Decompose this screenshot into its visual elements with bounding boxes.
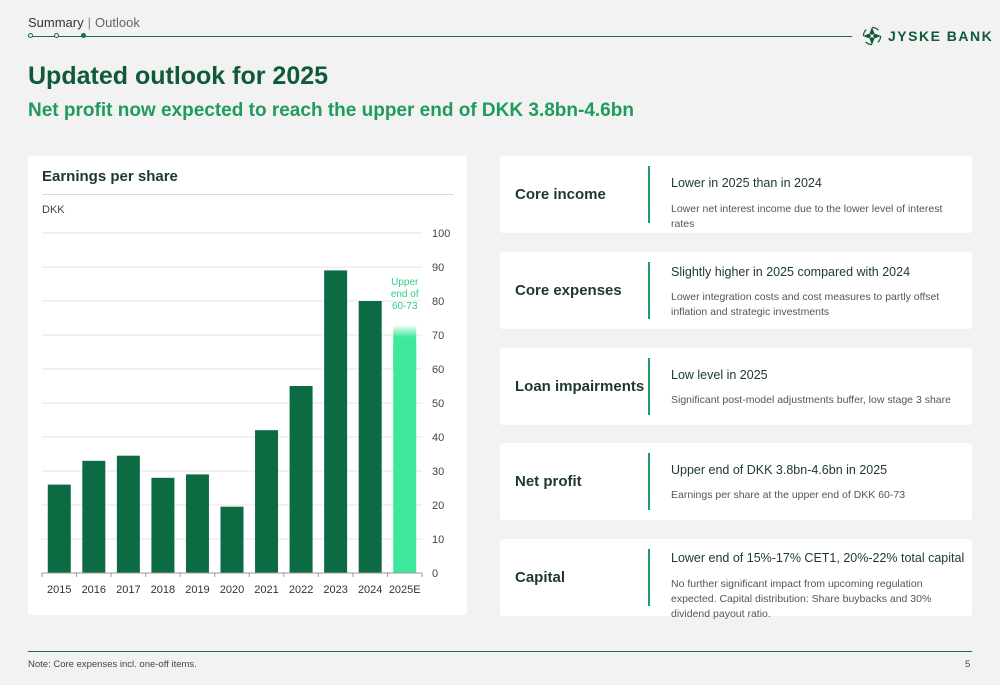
bar-forecast-range (393, 324, 417, 369)
chart-title-rule (42, 194, 454, 195)
outlook-row-divider (648, 453, 650, 510)
bar-2015 (47, 484, 71, 573)
footer-rule (28, 651, 972, 652)
outlook-row-divider (648, 358, 650, 415)
x-tick-label: 2023 (323, 584, 347, 596)
breadcrumb-separator: | (87, 15, 92, 30)
outlook-row-detail: Earnings per share at the upper end of D… (671, 489, 906, 501)
y-tick-label: 0 (432, 568, 438, 580)
header-rule (28, 36, 852, 37)
logo-wordmark: JYSKE BANK (888, 28, 994, 44)
y-tick-label: 10 (432, 534, 444, 546)
x-tick-label: 2024 (358, 584, 382, 596)
y-tick-label: 20 (432, 500, 444, 512)
forecast-annotation: Upper (391, 277, 419, 288)
bar-2024 (358, 301, 382, 573)
x-tick-label: 2020 (220, 584, 244, 596)
eps-chart-card: Earnings per share DKK 0 10 20 30 40 50 60 70 80… (28, 156, 467, 615)
y-tick-label: 60 (432, 364, 444, 376)
forecast-annotation: 60-73 (392, 301, 418, 312)
jyske-bank-logo-icon (862, 26, 882, 46)
footnote: Note: Core expenses incl. one-off items. (28, 659, 197, 670)
page-subtitle: Net profit now expected to reach the upp… (28, 100, 634, 121)
x-tick-label: 2019 (185, 584, 209, 596)
outlook-row-headline: Slightly higher in 2025 compared with 20… (671, 265, 911, 279)
outlook-row: Loan impairments Low level in 2025 Signifi… (500, 348, 972, 425)
outlook-row: Capital Lower end of 15%-17% CET1, 20%-22… (500, 539, 972, 620)
breadcrumb-section[interactable]: Summary (28, 15, 84, 30)
x-tick-label: 2022 (289, 584, 313, 596)
bar-2018 (151, 477, 175, 573)
y-tick-label: 70 (432, 330, 444, 342)
forecast-annotation: end of (391, 289, 419, 300)
outlook-row-divider (648, 549, 650, 606)
x-tick-label: 2025E (389, 584, 421, 596)
outlook-row-label: Net profit (515, 473, 582, 490)
outlook-row-detail: Significant post-model adjustments buffe… (671, 394, 951, 406)
progress-dot (28, 33, 33, 38)
bar-2022 (289, 386, 313, 573)
bar-2020 (220, 506, 244, 573)
outlook-row-detail: Lower net interest income due to the low… (671, 203, 943, 230)
y-tick-label: 40 (432, 432, 444, 444)
x-tick-label: 2015 (47, 584, 71, 596)
outlook-row-divider (648, 262, 650, 319)
y-tick-label: 90 (432, 262, 444, 274)
jyske-bank-logo: JYSKE BANK (862, 26, 993, 46)
bar-2023 (324, 270, 348, 573)
outlook-row-headline: Lower end of 15%-17% CET1, 20%-22% total… (671, 551, 965, 565)
bar-2021 (255, 430, 279, 573)
progress-dot-active (81, 33, 86, 38)
outlook-row: Core expenses Slightly higher in 2025 com… (500, 252, 972, 329)
outlook-row-headline: Upper end of DKK 3.8bn-4.6bn in 2025 (671, 463, 888, 477)
bar-2017 (116, 455, 140, 573)
outlook-row-detail: No further significant impact from upcom… (671, 578, 932, 620)
x-tick-label: 2021 (254, 584, 278, 596)
outlook-row-divider (648, 166, 650, 223)
outlook-row-label: Loan impairments (515, 378, 645, 395)
chart-unit-label: DKK (42, 204, 65, 216)
outlook-row: Net profit Upper end of DKK 3.8bn-4.6bn i… (500, 443, 972, 520)
x-tick-label: 2017 (116, 584, 140, 596)
outlook-row-detail: Lower integration costs and cost measure… (671, 291, 940, 318)
x-tick-label: 2016 (82, 584, 106, 596)
bar-2016 (82, 460, 106, 573)
outlook-row-label: Core expenses (515, 282, 622, 299)
breadcrumb-subsection[interactable]: Outlook (95, 15, 140, 30)
y-tick-label: 100 (432, 228, 450, 240)
page-title: Updated outlook for 2025 (28, 62, 329, 90)
bar-2019 (185, 474, 209, 573)
outlook-row-label: Core income (515, 186, 606, 203)
bar-forecast (393, 345, 417, 573)
eps-bar-chart: 0 10 20 30 40 50 60 70 80 90 100 2015 2016 2017 2018 20… (41, 228, 450, 596)
progress-dot (54, 33, 59, 38)
y-tick-label: 50 (432, 398, 444, 410)
y-tick-label: 30 (432, 466, 444, 478)
x-tick-label: 2018 (151, 584, 175, 596)
outlook-row-label: Capital (515, 569, 566, 586)
outlook-row-headline: Lower in 2025 than in 2024 (671, 176, 822, 190)
breadcrumb: Summary | Outlook (28, 15, 140, 30)
outlook-row-headline: Low level in 2025 (671, 368, 768, 382)
page-number: 5 (965, 659, 971, 670)
outlook-row: Core income Lower in 2025 than in 2024 Low… (500, 156, 972, 233)
y-tick-label: 80 (432, 296, 444, 308)
chart-title: Earnings per share (42, 168, 178, 185)
